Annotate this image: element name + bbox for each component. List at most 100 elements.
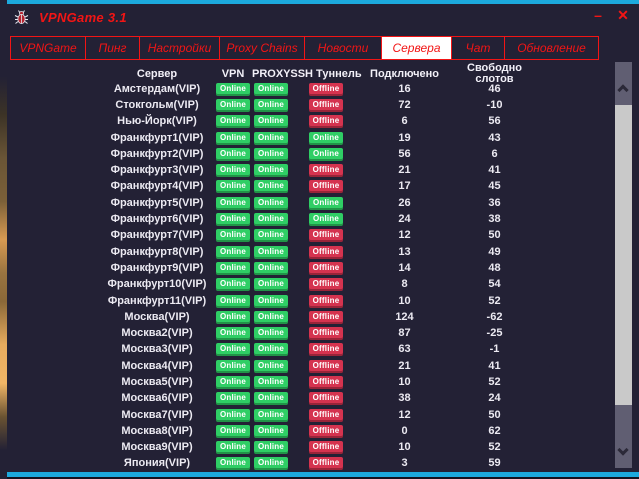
tab-8[interactable]: Обновление [504, 36, 599, 60]
free-slots: 48 [488, 261, 501, 274]
server-name: Франкфурт11(VIP) [107, 294, 207, 307]
chevron-down-icon[interactable] [617, 444, 629, 456]
table-row[interactable]: Москва2(VIP) Online Online Offline 87 -2… [100, 325, 560, 341]
tab-2[interactable]: Пинг [85, 36, 140, 60]
vpn-status-badge: Online [215, 327, 251, 341]
free-slots: 52 [488, 375, 501, 388]
table-scrollbar[interactable] [615, 62, 632, 468]
server-name: Франкфурт7(VIP) [110, 229, 204, 242]
table-row[interactable]: Москва5(VIP) Online Online Offline 10 52 [100, 374, 560, 390]
main-menu-tabs: VPNGame Пинг Настройки Proxy Chains Новости С… [10, 36, 599, 60]
server-name: Нью-Йорк(VIP) [117, 115, 197, 128]
connected-count: 26 [398, 196, 411, 209]
vpn-status-badge: Online [215, 245, 251, 259]
title-bar: VPNGame 3.1 [13, 9, 127, 26]
free-slots: 38 [488, 213, 501, 226]
server-name: Москва2(VIP) [121, 327, 193, 340]
server-name: Амстердам(VIP) [113, 82, 201, 95]
column-header: PROXY [252, 67, 291, 80]
free-slots: 50 [488, 229, 501, 242]
table-row[interactable]: Франкфурт3(VIP) Online Online Offline 21… [100, 162, 560, 178]
table-row[interactable]: Франкфурт7(VIP) Online Online Offline 12… [100, 228, 560, 244]
ssh-status-badge: Offline [308, 327, 344, 341]
connected-count: 63 [398, 343, 411, 356]
free-slots: 43 [488, 131, 501, 144]
table-row[interactable]: Франкфурт9(VIP) Online Online Offline 14… [100, 260, 560, 276]
table-row[interactable]: Нью-Йорк(VIP) Online Online Offline 6 56 [100, 114, 560, 130]
server-table-body: Амстердам(VIP) Online Online Offline 16 … [0, 81, 560, 472]
column-header: Свободно слотов [467, 62, 522, 85]
server-name: Франкфурт5(VIP) [110, 196, 204, 209]
server-name: Франкфурт9(VIP) [110, 261, 204, 274]
minimize-button[interactable]: – [594, 7, 602, 23]
free-slots: 41 [488, 164, 501, 177]
table-row[interactable]: Франкфурт4(VIP) Online Online Offline 17… [100, 179, 560, 195]
free-slots: -1 [489, 343, 500, 356]
close-button[interactable]: ✕ [617, 7, 629, 23]
bug-icon [14, 10, 29, 24]
tab-1[interactable]: VPNGame [10, 36, 86, 60]
table-row[interactable]: Франкфурт6(VIP) Online Online Online 24 … [100, 211, 560, 227]
tab-3[interactable]: Настройки [139, 36, 220, 60]
vpn-status-badge: Online [215, 82, 251, 96]
connected-count: 14 [398, 261, 411, 274]
table-row[interactable]: Москва4(VIP) Online Online Offline 21 41 [100, 358, 560, 374]
tab-6[interactable]: Сервера [381, 36, 452, 60]
ssh-status-badge: Offline [308, 359, 344, 373]
free-slots: 46 [488, 82, 501, 95]
window-title: VPNGame 3.1 [39, 10, 127, 25]
vpn-status-badge: Online [215, 424, 251, 438]
table-row[interactable]: Франкфурт11(VIP) Online Online Offline 1… [100, 293, 560, 309]
table-row[interactable]: Москва(VIP) Online Online Offline 124 -6… [100, 309, 560, 325]
table-row[interactable]: Франкфурт8(VIP) Online Online Offline 13… [100, 244, 560, 260]
ssh-status-badge: Offline [308, 164, 344, 178]
server-name: Франкфурт1(VIP) [110, 131, 204, 144]
proxy-status-badge: Online [253, 343, 289, 357]
table-row[interactable]: Москва7(VIP) Online Online Offline 12 50 [100, 407, 560, 423]
table-row[interactable]: Франкфурт5(VIP) Online Online Online 26 … [100, 195, 560, 211]
vpn-status-badge: Online [215, 392, 251, 406]
free-slots: 62 [488, 424, 501, 437]
proxy-status-badge: Online [253, 327, 289, 341]
tab-7[interactable]: Чат [451, 36, 505, 60]
column-header: Сервер [136, 67, 178, 80]
table-row[interactable]: Москва3(VIP) Online Online Offline 63 -1 [100, 342, 560, 358]
proxy-status-badge: Online [253, 408, 289, 422]
table-row[interactable]: Москва6(VIP) Online Online Offline 38 24 [100, 391, 560, 407]
table-row[interactable]: Москва8(VIP) Online Online Offline 0 62 [100, 423, 560, 439]
tab-4[interactable]: Proxy Chains [219, 36, 305, 60]
server-name: Франкфурт6(VIP) [110, 213, 204, 226]
connected-count: 21 [398, 164, 411, 177]
scrollbar-thumb[interactable] [615, 105, 632, 405]
connected-count: 6 [401, 115, 408, 128]
chevron-up-icon[interactable] [617, 84, 629, 96]
server-name: Франкфурт4(VIP) [110, 180, 204, 193]
vpn-status-badge: Online [215, 98, 251, 112]
table-row[interactable]: Амстердам(VIP) Online Online Offline 16 … [100, 81, 560, 97]
connected-count: 10 [398, 441, 411, 454]
ssh-status-badge: Offline [308, 180, 344, 194]
free-slots: 50 [488, 408, 501, 421]
ssh-status-badge: Offline [308, 375, 344, 389]
table-row[interactable]: Франкфурт2(VIP) Online Online Online 56 … [100, 146, 560, 162]
tab-5[interactable]: Новости [304, 36, 382, 60]
vpn-status-badge: Online [215, 261, 251, 275]
table-row[interactable]: Франкфурт1(VIP) Online Online Online 19 … [100, 130, 560, 146]
proxy-status-badge: Online [253, 310, 289, 324]
ssh-status-badge: Online [308, 196, 344, 210]
vpn-status-badge: Online [215, 115, 251, 129]
server-name: Москва9(VIP) [121, 441, 193, 454]
table-row[interactable]: Япония(VIP) Online Online Offline 3 59 [100, 456, 560, 472]
connected-count: 72 [398, 98, 411, 111]
proxy-status-badge: Online [253, 375, 289, 389]
table-row[interactable]: Франкфурт10(VIP) Online Online Offline 8… [100, 277, 560, 293]
table-row[interactable]: Москва9(VIP) Online Online Offline 10 52 [100, 440, 560, 456]
proxy-status-badge: Online [253, 245, 289, 259]
connected-count: 8 [401, 278, 408, 291]
proxy-status-badge: Online [253, 98, 289, 112]
proxy-status-badge: Online [253, 457, 289, 471]
free-slots: -10 [486, 98, 503, 111]
proxy-status-badge: Online [253, 131, 289, 145]
connected-count: 87 [398, 327, 411, 340]
table-row[interactable]: Стокгольм(VIP) Online Online Offline 72 … [100, 97, 560, 113]
